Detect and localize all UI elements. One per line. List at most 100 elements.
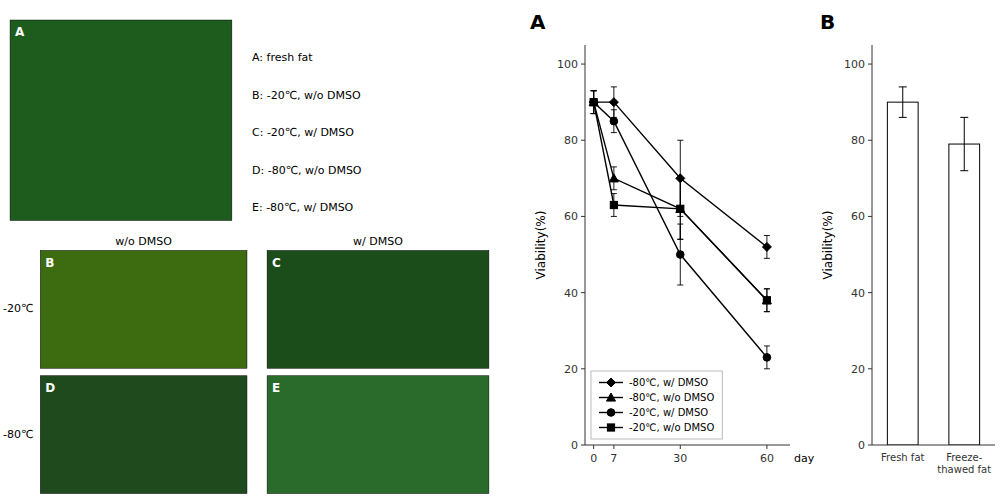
y-axis [585,45,586,445]
legend-label: -80℃, w/ DMSO [629,377,708,388]
y-tick-label: 20 [851,363,865,376]
legend-marker [607,409,615,417]
series-line [594,102,767,247]
annotation: D: -80℃, w/o DMSO [252,164,362,177]
y-tick [868,140,872,141]
point [589,98,598,106]
series-line [594,102,767,357]
y-tick [868,368,872,369]
x-tick-label: Freeze-thawed fat [937,452,991,475]
point [610,117,618,125]
micro-image [10,20,232,220]
error-bar [677,178,683,239]
y-tick-label: 80 [851,134,865,147]
annotation: E: -80℃, w/ DMSO [252,201,354,214]
point [610,201,617,208]
annotation: B: -20℃, w/o DMSO [252,89,361,102]
annotation: w/o DMSO [115,235,172,248]
bar-chart: 0 20 40 60 80 100 Fresh fat Freeze-thawed fat Vi… [820,10,995,475]
annotation: w/ DMSO [353,235,403,248]
y-tick-label: 60 [564,210,578,223]
line-chart: 020406080100073060dayViability(%)A-80℃, … [530,10,815,465]
legend-box [591,371,722,439]
point [589,98,598,107]
panel-label: A [15,25,25,39]
x-axis-label: day [794,452,815,465]
x-tick [680,445,681,449]
y-tick [868,216,872,217]
y-tick [868,292,872,293]
point [609,174,618,182]
y-tick-label: 20 [564,363,578,376]
legend-label: -80℃, w/o DMSO [629,392,714,403]
micro-image [267,251,489,369]
error-bar [764,346,770,369]
point [590,99,597,106]
y-tick [581,216,585,217]
y-axis [872,45,873,445]
legend-marker [607,393,616,401]
y-tick-label: 40 [851,287,865,300]
annotation: -20℃ [3,302,33,315]
point [676,204,685,212]
legend-marker [607,378,616,387]
y-tick [581,140,585,141]
y-tick [868,445,872,446]
x-tick-label: Fresh fat [881,452,924,463]
y-tick-label: 100 [844,58,865,71]
panel-label: D [45,381,55,395]
y-tick [581,368,585,369]
x-tick-label-line: Fresh fat [881,452,924,463]
error-bar [899,87,907,117]
micro-image [40,376,247,494]
x-axis [872,445,995,446]
legend-marker [607,424,614,431]
y-tick-label: 0 [571,439,578,452]
x-tick [766,445,767,449]
legend: -80℃, w/ DMSO -80℃, w/o DMSO -20℃, w/ DMSO… [591,371,722,439]
x-tick [593,445,594,449]
plot-area [887,87,979,445]
x-tick-label-line: thawed fat [937,464,991,475]
x-tick [613,445,614,449]
plot-area [589,87,771,369]
panel-label: B [45,256,54,270]
error-bar [677,178,683,239]
error-bar [764,289,770,312]
micro-image [267,376,489,494]
x-axis [585,445,790,446]
error-bar [611,194,617,217]
point [762,242,771,251]
annotation: C: -20℃, w/ DMSO [252,126,354,139]
y-tick-label: 60 [851,210,865,223]
y-tick-label: 100 [557,58,578,71]
y-tick-label: 0 [858,439,865,452]
error-bar [960,117,968,170]
point [763,354,771,362]
y-tick [581,445,585,446]
x-tick-label: 0 [590,452,597,465]
annotation: A: fresh fat [252,51,313,64]
panel-label: C [272,256,281,270]
point [763,297,770,304]
annotation: -80℃ [3,428,33,441]
y-axis-label: Viability(%) [534,211,548,280]
chart-title: A [530,10,546,34]
point [609,98,618,107]
legend-label: -20℃, w/ DMSO [629,407,708,418]
point [677,205,684,212]
y-tick [868,64,872,65]
x-tick-label: 30 [673,452,687,465]
y-tick-label: 40 [564,287,578,300]
x-tick-label-line: Freeze- [946,452,983,463]
legend-label: -20℃, w/o DMSO [629,422,714,433]
point [762,296,771,304]
y-axis-label: Viability(%) [821,211,835,280]
chart-title: B [820,10,835,34]
x-tick-label: 60 [760,452,774,465]
point [590,98,598,106]
panel-label: E [272,381,280,395]
series-line [594,102,767,300]
figure: A B C D E A: fresh fat B: -20℃, w/o DMSO C: -20… [0,0,1008,501]
x-tick-label: 7 [610,452,617,465]
